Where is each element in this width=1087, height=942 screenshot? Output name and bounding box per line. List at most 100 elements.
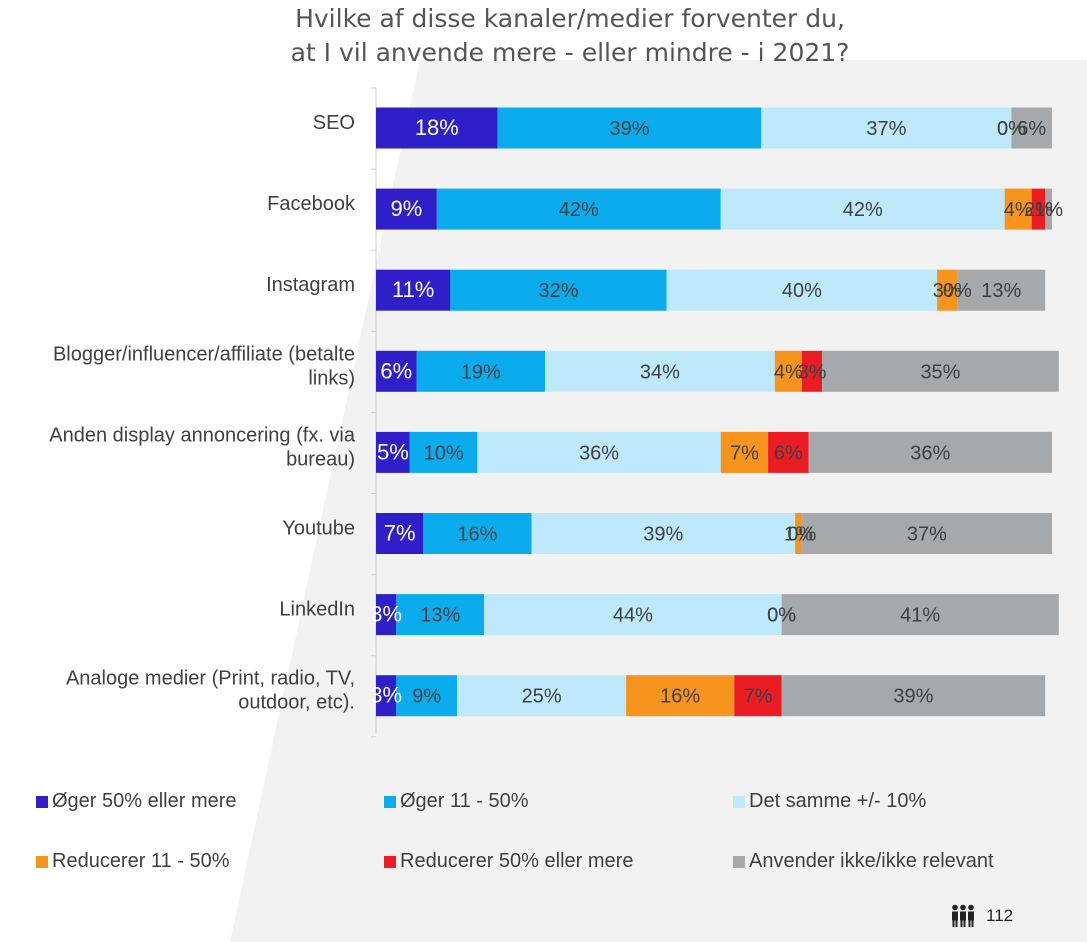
data-label: 6% <box>1017 118 1046 140</box>
bar-segment <box>666 269 938 311</box>
data-label: 19% <box>461 361 501 383</box>
category-label-line: Analoge medier (Print, radio, TV, <box>66 668 355 690</box>
bar-segment <box>396 675 458 717</box>
bar-segment <box>774 350 802 392</box>
category-label-line: SEO <box>313 112 355 134</box>
bar-segment <box>376 513 424 554</box>
data-label: 18% <box>415 115 459 140</box>
people-icon <box>952 904 974 927</box>
bar-segment <box>781 594 1059 636</box>
bar-segment <box>795 513 802 554</box>
data-label: 0% <box>943 280 972 302</box>
data-label: 3% <box>370 602 402 627</box>
data-label: 42% <box>843 199 883 221</box>
data-label: 39% <box>643 524 683 546</box>
data-label: 37% <box>907 524 947 546</box>
data-label: 0% <box>997 118 1026 140</box>
data-label: 9% <box>412 686 441 708</box>
category-label-line: bureau) <box>286 448 355 470</box>
page-number: 112 <box>986 906 1014 925</box>
category-label: Anden display annoncering (fx. via bureau… <box>49 424 356 470</box>
data-label: 36% <box>579 442 619 464</box>
bar-segment <box>484 594 782 636</box>
data-label: 4% <box>1004 199 1033 221</box>
bar-segment <box>781 675 1046 717</box>
data-label: 41% <box>900 605 940 627</box>
bar-segment <box>626 675 735 717</box>
bar-segment <box>1045 188 1052 230</box>
data-label: 0% <box>787 524 816 546</box>
bar-segment <box>457 675 627 717</box>
category-label-line: outdoor, etc). <box>238 692 355 714</box>
chart-title: Hvilke af disse kanaler/medier forventer… <box>0 2 1087 70</box>
bar-segment <box>477 431 721 473</box>
data-label: 32% <box>539 280 579 302</box>
bar-segment <box>801 513 1052 554</box>
data-label: 35% <box>920 361 960 383</box>
category-label-line: Instagram <box>266 274 355 296</box>
data-label: 10% <box>424 442 464 464</box>
data-label: 36% <box>910 442 950 464</box>
bar-segment <box>450 269 667 311</box>
bar-segment <box>497 107 762 149</box>
bar-segment <box>436 188 721 230</box>
bar-segment <box>720 431 769 473</box>
data-label: 6% <box>774 442 803 464</box>
data-label: 5% <box>377 439 409 464</box>
category-label-line: Facebook <box>267 193 356 215</box>
data-label: 0% <box>767 605 796 627</box>
bar-segment <box>937 269 958 311</box>
bar-segment <box>376 269 451 311</box>
bar-segment <box>761 107 1012 149</box>
data-label: 13% <box>981 280 1021 302</box>
data-label: 0% <box>997 118 1026 140</box>
data-label: 11% <box>392 277 434 302</box>
data-label: 39% <box>609 118 649 140</box>
data-label: 44% <box>613 605 653 627</box>
bar-segment <box>376 594 397 636</box>
data-label: 37% <box>866 118 906 140</box>
bar-segment <box>768 431 809 473</box>
bar-segment <box>423 513 532 554</box>
data-label: 7% <box>743 686 772 708</box>
data-label: 42% <box>559 199 599 221</box>
bar-segment <box>376 188 437 230</box>
chart-title-line-1: Hvilke af disse kanaler/medier forventer… <box>295 4 845 33</box>
category-label-line: Blogger/influencer/affiliate (betalte <box>53 343 355 365</box>
bar-segment <box>416 350 545 392</box>
data-label: 16% <box>660 686 700 708</box>
bar-segment <box>376 350 417 392</box>
data-label: 25% <box>522 686 562 708</box>
category-label-line: Youtube <box>282 518 355 540</box>
data-label: 4% <box>774 361 803 383</box>
data-label: 13% <box>420 605 460 627</box>
data-label: 0% <box>767 605 796 627</box>
bar-segment <box>801 350 823 392</box>
bar-segment <box>1031 188 1046 230</box>
bar-segment <box>376 107 498 149</box>
page-footer: 112 <box>950 904 1013 928</box>
data-label: 39% <box>893 686 933 708</box>
category-label: Analoge medier (Print, radio, TV, outdoor… <box>66 668 355 714</box>
data-label: 1% <box>1034 199 1063 221</box>
data-label: 1% <box>784 524 813 546</box>
data-label: 40% <box>782 280 822 302</box>
data-label: 9% <box>391 196 423 221</box>
category-label: Blogger/influencer/affiliate (betalte lin… <box>53 343 355 389</box>
bar-segment <box>376 431 410 473</box>
data-label: 34% <box>640 361 680 383</box>
category-label-line: links) <box>308 367 355 389</box>
bar-segment <box>734 675 782 717</box>
chart-title-line-2: at I vil anvende mere - eller mindre - i… <box>290 38 850 67</box>
data-label: 7% <box>384 521 416 546</box>
data-label: 2% <box>1024 199 1053 221</box>
category-label: Youtube <box>282 518 355 540</box>
bar-segment <box>957 269 1046 311</box>
bar-segment <box>1011 107 1052 149</box>
category-label: SEO <box>313 112 355 134</box>
category-label: Facebook <box>267 193 356 215</box>
data-label: 3% <box>798 361 827 383</box>
data-label: 7% <box>730 442 759 464</box>
bar-segment <box>376 675 397 717</box>
